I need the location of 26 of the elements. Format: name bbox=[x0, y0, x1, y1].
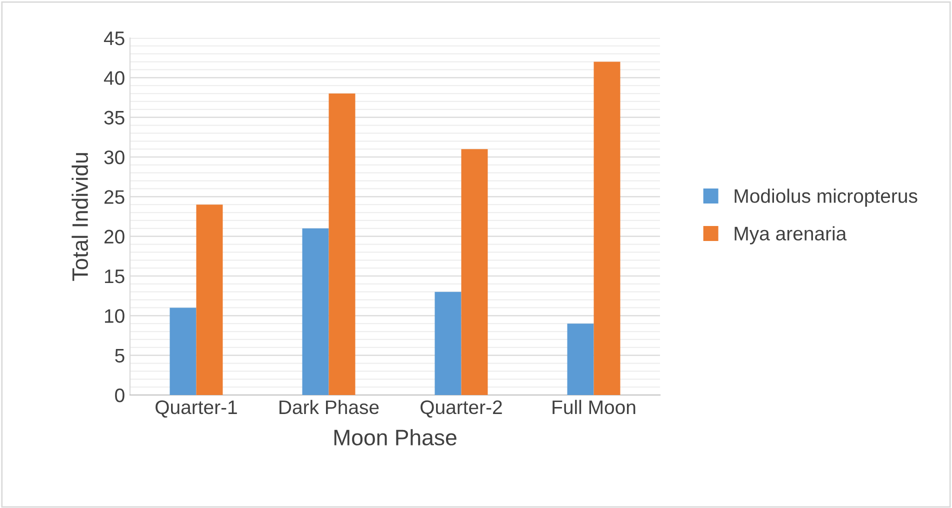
x-axis-title: Moon Phase bbox=[334, 429, 456, 446]
x-tick-label: Quarter-2 bbox=[420, 400, 502, 418]
x-tick-label: Full Moon bbox=[552, 400, 636, 414]
y-tick-label: 45 bbox=[104, 32, 124, 46]
bar bbox=[594, 62, 620, 395]
bar bbox=[567, 324, 594, 395]
y-tick-label: 5 bbox=[115, 349, 124, 363]
legend-label: Mya arenaria bbox=[734, 226, 847, 244]
bar bbox=[196, 204, 223, 395]
legend-label: Modiolus micropterus bbox=[734, 188, 918, 207]
bar bbox=[170, 308, 196, 395]
bar bbox=[328, 94, 356, 395]
bar bbox=[434, 292, 462, 395]
bar bbox=[302, 228, 329, 395]
y-tick-label: 30 bbox=[104, 150, 124, 164]
x-tick-label: Dark Phase bbox=[280, 400, 379, 414]
y-tick-label: 40 bbox=[104, 71, 124, 85]
bar bbox=[461, 149, 488, 395]
y-axis-title: Total Individu bbox=[72, 153, 88, 281]
x-tick-label: Quarter-1 bbox=[156, 400, 237, 418]
y-tick-label: 0 bbox=[115, 388, 124, 402]
y-tick-label: 20 bbox=[104, 230, 124, 244]
y-tick-label: 10 bbox=[104, 309, 124, 323]
y-tick-label: 35 bbox=[104, 110, 124, 125]
y-tick-label: 25 bbox=[104, 190, 124, 204]
y-tick-label: 15 bbox=[104, 270, 124, 284]
